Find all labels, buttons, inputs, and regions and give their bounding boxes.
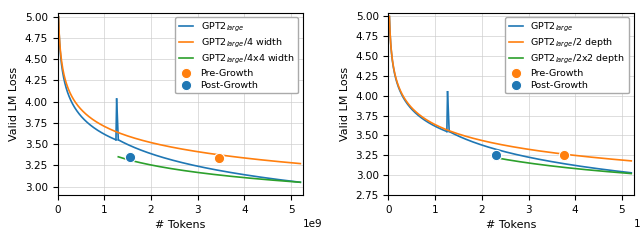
GPT2$_{large}$/4 width <box>207 152 214 155</box>
GPT2$_{large}$ <box>443 130 451 133</box>
GPT2$_{large}$/2 depth <box>481 140 489 143</box>
GPT2$_{large}$/2x2 depth <box>492 156 500 159</box>
Post-Growth <box>491 153 501 157</box>
GPT2$_{large}$/2x2 depth <box>508 159 516 162</box>
GPT2$_{large}$ <box>91 127 99 130</box>
GPT2$_{large}$/4 width <box>230 155 238 158</box>
GPT2$_{large}$ <box>385 15 393 18</box>
GPT2$_{large}$/4x4 width <box>247 177 255 180</box>
Legend: GPT2$_{large}$, GPT2$_{large}$/4 width, GPT2$_{large}$/4x4 width, Pre-Growth, Po: GPT2$_{large}$, GPT2$_{large}$/4 width, … <box>175 17 298 94</box>
Legend: GPT2$_{large}$, GPT2$_{large}$/2 depth, GPT2$_{large}$/2x2 depth, Pre-Growth, Po: GPT2$_{large}$, GPT2$_{large}$/2 depth, … <box>505 17 629 94</box>
GPT2$_{large}$/2x2 depth <box>590 169 598 172</box>
GPT2$_{large}$/2 depth <box>465 136 472 138</box>
Y-axis label: Valid LM Loss: Valid LM Loss <box>9 67 19 141</box>
GPT2$_{large}$/2 depth <box>561 153 569 156</box>
Line: GPT2$_{large}$/2 depth: GPT2$_{large}$/2 depth <box>389 16 631 161</box>
GPT2$_{large}$ <box>96 130 104 133</box>
GPT2$_{large}$/4x4 width <box>246 177 253 180</box>
GPT2$_{large}$/4x4 width <box>186 170 194 173</box>
Line: GPT2$_{large}$: GPT2$_{large}$ <box>58 17 116 140</box>
GPT2$_{large}$/4 width <box>134 138 141 140</box>
GPT2$_{large}$ <box>74 110 81 113</box>
GPT2$_{large}$/2 depth <box>415 112 422 116</box>
GPT2$_{large}$/2x2 depth <box>591 169 598 172</box>
GPT2$_{large}$/2x2 depth <box>577 168 585 171</box>
GPT2$_{large}$/2x2 depth <box>546 164 554 167</box>
GPT2$_{large}$/4x4 width <box>229 175 237 178</box>
Text: 1e9: 1e9 <box>634 219 640 229</box>
GPT2$_{large}$/4 width <box>296 162 304 165</box>
GPT2$_{large}$/4x4 width <box>136 161 144 164</box>
GPT2$_{large}$ <box>427 122 435 126</box>
GPT2$_{large}$/2 depth <box>538 150 545 153</box>
GPT2$_{large}$/4 width <box>150 142 158 145</box>
Pre-Growth <box>214 156 224 160</box>
Pre-Growth <box>559 153 569 157</box>
X-axis label: # Tokens: # Tokens <box>155 220 205 230</box>
GPT2$_{large}$/2 depth <box>385 15 393 18</box>
Line: GPT2$_{large}$: GPT2$_{large}$ <box>389 16 447 132</box>
Line: GPT2$_{large}$/4 width: GPT2$_{large}$/4 width <box>58 17 300 164</box>
GPT2$_{large}$/2 depth <box>560 153 568 156</box>
Line: GPT2$_{large}$/2x2 depth: GPT2$_{large}$/2x2 depth <box>496 158 631 174</box>
GPT2$_{large}$/2x2 depth <box>536 163 544 166</box>
GPT2$_{large}$ <box>112 138 120 141</box>
GPT2$_{large}$/4x4 width <box>296 181 304 184</box>
GPT2$_{large}$ <box>54 15 62 18</box>
GPT2$_{large}$ <box>408 108 416 111</box>
Line: GPT2$_{large}$/4x4 width: GPT2$_{large}$/4x4 width <box>118 157 300 182</box>
Y-axis label: Valid LM Loss: Valid LM Loss <box>340 67 350 141</box>
GPT2$_{large}$/2x2 depth <box>627 172 635 175</box>
GPT2$_{large}$ <box>428 122 435 126</box>
Post-Growth <box>125 155 135 159</box>
GPT2$_{large}$/2 depth <box>627 160 635 162</box>
GPT2$_{large}$ <box>422 119 429 122</box>
GPT2$_{large}$/4x4 width <box>115 155 122 158</box>
Text: 1e9: 1e9 <box>303 219 323 229</box>
GPT2$_{large}$ <box>61 84 69 87</box>
X-axis label: # Tokens: # Tokens <box>486 220 536 230</box>
GPT2$_{large}$/4 width <box>54 15 62 18</box>
GPT2$_{large}$/4 width <box>229 155 237 158</box>
GPT2$_{large}$ <box>77 115 85 118</box>
GPT2$_{large}$ <box>97 130 104 134</box>
GPT2$_{large}$/4 width <box>84 114 92 117</box>
GPT2$_{large}$ <box>404 104 412 106</box>
GPT2$_{large}$/4x4 width <box>174 168 182 171</box>
GPT2$_{large}$ <box>392 79 400 82</box>
